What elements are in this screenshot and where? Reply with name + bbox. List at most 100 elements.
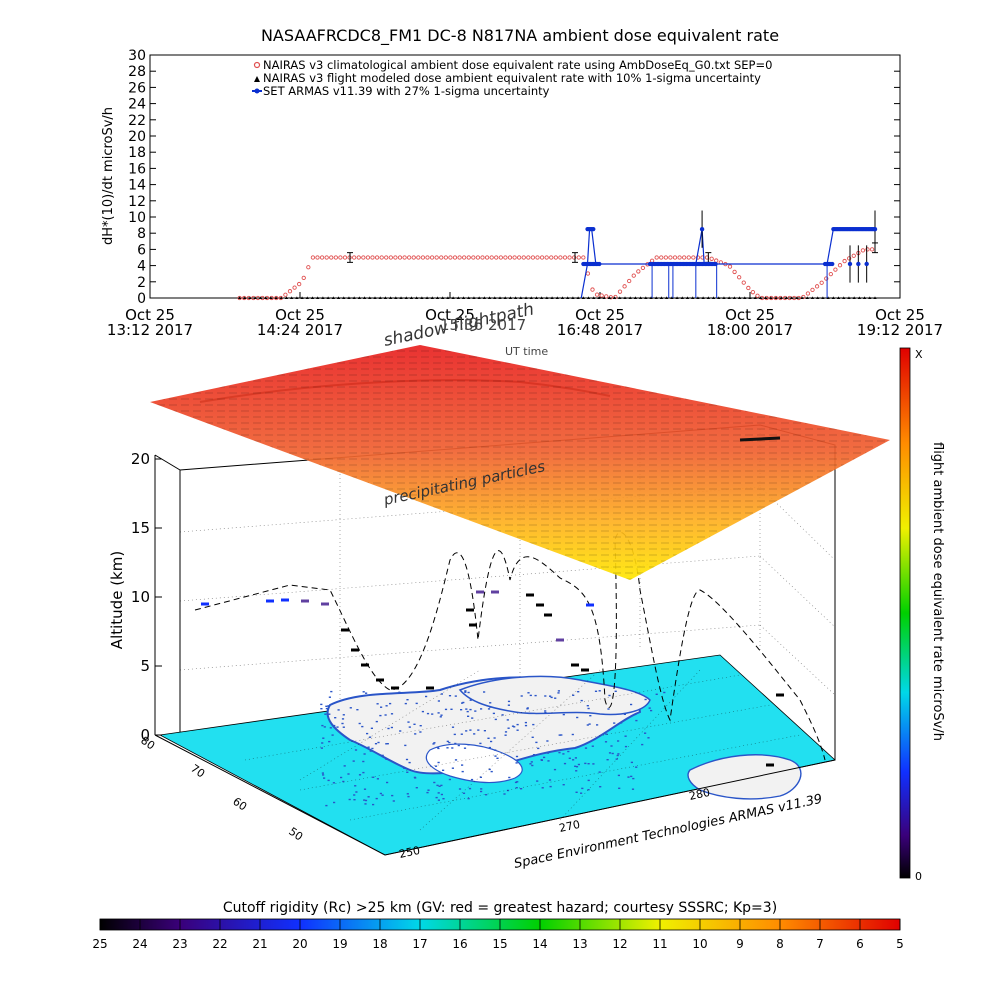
terrain-dot [572,694,575,696]
nairas-climatological-point [475,255,481,260]
terrain-dot [560,734,563,736]
terrain-dot [437,761,440,764]
flight-dose-marker [581,668,589,672]
nairas-flight-point [404,296,408,299]
terrain-dot [526,708,529,710]
terrain-dot [333,724,336,727]
nairas-flight-point [368,296,372,299]
terrain-dot [544,710,547,712]
flight-dose-marker [341,628,349,632]
terrain-dot [408,726,411,728]
nairas-flight-point [425,296,429,299]
terrain-dot [442,798,445,800]
nairas-flight-point [857,296,861,299]
terrain-dot [320,708,323,710]
terrain-dot [553,768,557,771]
terrain-dot [324,713,327,715]
nairas-flight-point [779,296,783,299]
terrain-dot [376,778,379,780]
rigidity-tick-label: 16 [452,937,467,951]
terrain-dot [427,789,430,791]
nairas-flight-point [560,296,565,299]
rigidity-tick-label: 21 [252,937,267,951]
terrain-dot [589,715,592,717]
terrain-dot [451,767,454,769]
terrain-dot [407,721,410,723]
flight-dose-marker [281,598,289,602]
nairas-climatological-point [384,255,389,260]
terrain-dot [631,788,635,790]
nairas-climatological-point [278,295,283,301]
terrain-dot [333,801,336,804]
precipitating-particles-slab [150,345,890,580]
terrain-dot [592,763,595,765]
nairas-climatological-point [627,278,632,284]
terrain-dot [490,770,493,773]
terrain-dot [322,737,325,739]
terrain-dot [488,746,491,749]
nairas-flight-point [378,296,382,299]
nairas-flight-point [373,296,377,299]
rigidity-tick-label: 9 [736,937,744,951]
terrain-dot [501,714,504,716]
terrain-dot [541,787,544,789]
chart-title: NASAAFRCDC8_FM1 DC-8 N817NA ambient dose… [261,26,779,46]
nairas-climatological-point [471,255,476,260]
terrain-dot [454,742,457,745]
altitude-tick-label: 10 [131,588,150,606]
terrain-dot [580,699,583,702]
nairas-climatological-point [750,290,756,295]
nairas-climatological-point [741,280,746,285]
nairas-flight-point [248,296,252,299]
terrain-dot [562,753,565,755]
terrain-dot [557,690,560,692]
nairas-flight-point [352,296,356,299]
nairas-climatological-point [402,255,407,260]
nairas-flight-point [654,296,658,299]
nairas-climatological-point [631,273,636,278]
nairas-climatological-point [691,255,696,260]
nairas-climatological-point [851,253,856,258]
flight-dose-marker [426,686,434,690]
terrain-dot [630,761,633,764]
nairas-climatological-point [374,255,380,260]
rigidity-tick-label: 10 [692,937,707,951]
nairas-flight-point [732,296,736,299]
terrain-dot [479,742,482,745]
terrain-dot [586,724,589,726]
terrain-dot [473,733,476,735]
terrain-dot [467,797,470,800]
latitude-tick-label: 70 [188,762,207,781]
nairas-climatological-point [393,255,398,260]
nairas-flight-point [435,296,440,299]
nairas-climatological-point [865,247,870,252]
nairas-climatological-point [819,280,824,285]
nairas-flight-point [326,296,330,299]
terrain-dot [440,714,443,716]
terrain-dot [620,722,623,724]
terrain-dot [380,706,383,708]
terrain-dot [520,788,523,790]
nairas-climatological-point [301,275,306,281]
terrain-dot [347,773,350,775]
nairas-flight-point [503,296,507,299]
nairas-flight-point [753,296,757,299]
nairas-flight-point [784,296,789,299]
nairas-climatological-point [727,264,733,269]
terrain-dot [604,741,608,743]
terrain-dot [487,737,490,739]
terrain-dot [408,761,411,764]
terrain-dot [480,790,483,793]
box-edge-left-back [154,454,181,735]
terrain-dot [451,726,455,728]
terrain-dot [446,747,449,749]
nairas-flight-point [607,296,611,299]
terrain-dot [377,741,380,744]
terrain-dot [363,799,366,801]
terrain-dot [611,752,614,755]
nairas-flight-point [758,296,763,299]
nairas-climatological-point [604,294,609,299]
map-island-north [458,675,651,716]
terrain-dot [634,713,637,716]
